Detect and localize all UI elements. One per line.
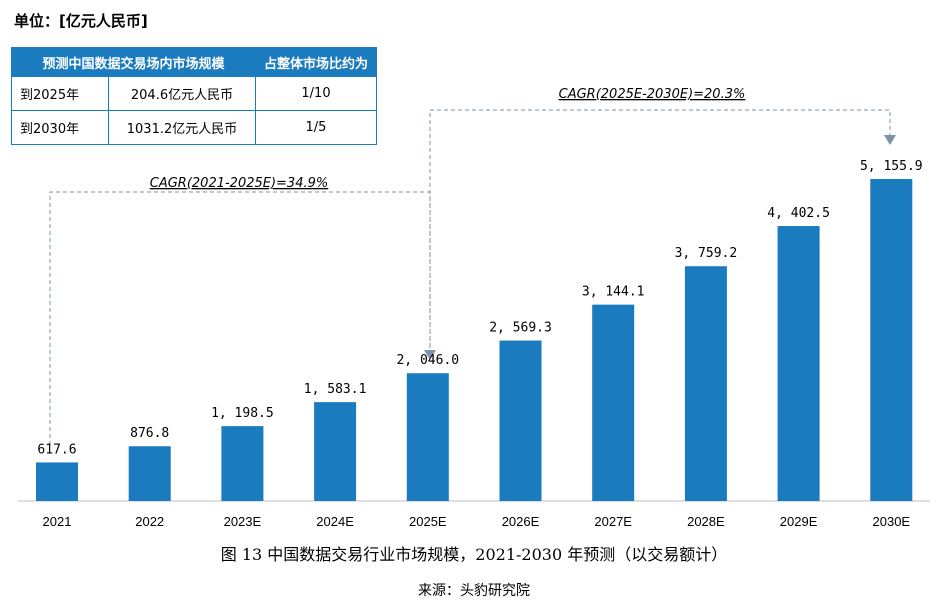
bar-2024E xyxy=(314,402,357,501)
cagr-2-connector xyxy=(429,109,891,355)
bar-2030E xyxy=(870,179,913,501)
bar-2022 xyxy=(128,446,171,501)
bar-2021 xyxy=(36,462,78,501)
x-tick-label-2024E: 2024E xyxy=(316,514,354,529)
x-tick-label-2028E: 2028E xyxy=(687,514,725,529)
value-label-2030E: 5, 155.9 xyxy=(860,159,923,174)
value-label-2028E: 3, 759.2 xyxy=(675,246,738,261)
bar-2025E xyxy=(406,373,449,501)
table-cell-size: 1031.2亿元人民币 xyxy=(108,110,256,145)
value-label-2025E: 2, 046.0 xyxy=(396,353,459,368)
bar-2028E xyxy=(684,266,727,501)
x-tick-label-2025E: 2025E xyxy=(409,514,447,529)
table-row: 到2030年 1031.2亿元人民币 1/5 xyxy=(11,110,377,145)
bar-2023E xyxy=(221,426,264,501)
value-label-2026E: 2, 569.3 xyxy=(489,321,552,336)
table-cell-share: 1/5 xyxy=(255,110,377,145)
bar-2029E xyxy=(777,226,820,501)
value-label-2023E: 1, 198.5 xyxy=(211,406,274,421)
source-note: 来源：头豹研究院 xyxy=(418,583,530,599)
table-cell-year: 到2025年 xyxy=(11,76,109,111)
forecast-table: 预测中国数据交易场内市场规模 占整体市场比约为 到2025年 204.6亿元人民… xyxy=(11,47,377,145)
value-label-2021: 617.6 xyxy=(37,442,76,457)
figure-caption: 图 13 中国数据交易行业市场规模，2021-2030 年预测（以交易额计） xyxy=(220,545,728,564)
x-tick-label-2021: 2021 xyxy=(43,514,72,529)
unit-label: 单位：[亿元人民币] xyxy=(14,12,148,30)
table-cell-size: 204.6亿元人民币 xyxy=(108,76,256,111)
table-header-share: 占整体市场比约为 xyxy=(255,47,377,77)
cagr-2-label: CAGR(2025E-2030E)=20.3% xyxy=(559,87,746,102)
cagr-2-arrowhead xyxy=(884,135,896,145)
x-tick-label-2023E: 2023E xyxy=(224,514,262,529)
cagr-1-label: CAGR(2021-2025E)=34.9% xyxy=(150,176,328,191)
cagr-1-connector xyxy=(49,191,431,445)
value-label-2029E: 4, 402.5 xyxy=(767,206,830,221)
x-tick-label-2022: 2022 xyxy=(135,514,164,529)
value-label-2024E: 1, 583.1 xyxy=(304,382,367,397)
x-tick-label-2026E: 2026E xyxy=(502,514,540,529)
table-cell-year: 到2030年 xyxy=(11,110,109,145)
table-header-row: 预测中国数据交易场内市场规模 占整体市场比约为 xyxy=(11,47,377,77)
x-tick-label-2030E: 2030E xyxy=(873,514,911,529)
bar-chart: CAGR(2021-2025E)=34.9% CAGR(2025E-2030E)… xyxy=(18,87,930,529)
bars-group: 617.6 2021 876.8 2022 1, 198.5 2023E 1, 583.1 2… xyxy=(36,159,923,529)
x-tick-label-2027E: 2027E xyxy=(594,514,632,529)
value-label-2027E: 3, 144.1 xyxy=(582,285,645,300)
bar-2026E xyxy=(499,340,542,501)
table-row: 到2025年 204.6亿元人民币 1/10 xyxy=(11,76,377,111)
value-label-2022: 876.8 xyxy=(130,426,169,441)
x-tick-label-2029E: 2029E xyxy=(780,514,818,529)
bar-2027E xyxy=(592,304,635,501)
